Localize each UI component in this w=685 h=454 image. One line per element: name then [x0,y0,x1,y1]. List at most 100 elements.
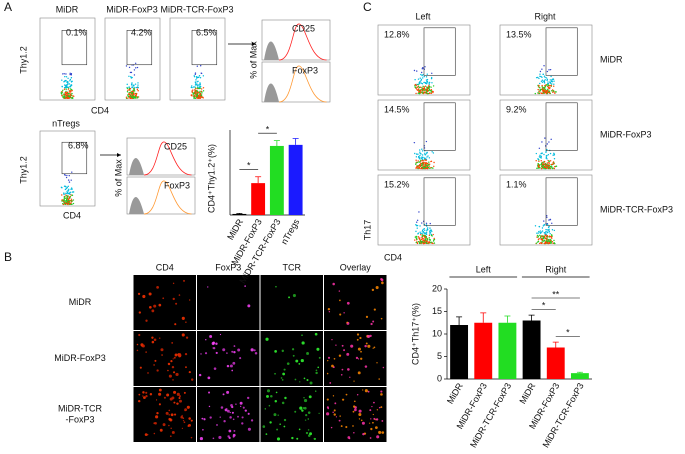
dot [427,155,429,157]
dot [547,86,550,88]
dot [69,196,72,198]
dot [68,181,71,183]
dot [65,198,68,201]
cell [378,378,381,380]
dot [129,71,132,74]
dot [550,80,553,83]
dot [536,167,538,170]
dot [541,84,543,87]
dot [548,87,551,90]
dot [64,86,67,88]
dot [553,242,555,244]
cell [341,398,345,401]
cell [326,412,330,416]
axis-label: % of Max [248,41,258,79]
dot [539,89,541,92]
cell [183,421,186,424]
dot [549,235,551,238]
cell [204,352,208,355]
cell [318,356,321,359]
dot [540,160,542,162]
cell [239,357,242,360]
dot [427,92,430,95]
dot [419,225,421,227]
cell [291,348,295,351]
cell [215,342,218,346]
cell [304,419,307,421]
percent: 15.2% [384,179,410,189]
dot [422,241,425,243]
cell [137,292,141,296]
dot [429,231,431,234]
dot [427,167,429,170]
cell [223,420,226,423]
dot [537,165,540,168]
dot [199,77,202,79]
cell [299,406,303,410]
cell [162,297,165,300]
cell [298,428,301,431]
dot [68,94,70,96]
dot [423,167,425,170]
cell [226,364,230,368]
dot [69,78,72,81]
cell [380,406,383,409]
dot [416,86,419,88]
cell [333,413,336,416]
dot [191,91,194,93]
dot [421,229,424,232]
dot [64,93,67,96]
dot [418,83,420,85]
dot [65,187,68,190]
dot [539,70,542,73]
dot [66,86,68,89]
dot [554,92,556,94]
cell [343,349,346,352]
dot [191,90,193,92]
row-label: MiDR-FoxP3 [54,353,106,363]
cell [357,358,360,360]
cell [161,354,163,356]
dot [547,81,549,83]
dot [202,90,205,92]
cell [376,362,378,364]
dot [541,227,544,229]
dot [549,160,552,162]
dot [541,141,543,143]
dot [536,234,539,237]
dot [537,92,539,94]
cell [226,409,230,413]
dot [66,193,68,195]
dot [428,83,430,85]
cell [211,341,215,346]
dot [194,82,197,84]
cell [233,429,236,432]
cell [242,406,245,409]
dot [131,82,133,84]
dot [539,75,541,77]
cell [232,418,235,421]
dot [198,76,200,79]
dot [130,77,133,79]
dot [416,224,419,227]
dot [428,161,430,163]
dot [415,230,417,233]
dot [428,157,431,159]
dot [196,95,198,97]
cell [381,281,384,285]
dot [550,90,553,92]
dot [538,164,540,166]
cell [187,425,190,427]
cell [326,372,329,375]
cell [265,433,268,435]
dot [417,160,419,162]
dot [421,234,424,236]
cell [360,357,363,360]
dot [549,86,551,89]
dot [545,90,548,92]
dot [542,225,545,227]
cell [275,391,278,394]
dot [421,154,424,156]
dot [133,85,135,87]
axis-label: CD4 [63,210,81,220]
